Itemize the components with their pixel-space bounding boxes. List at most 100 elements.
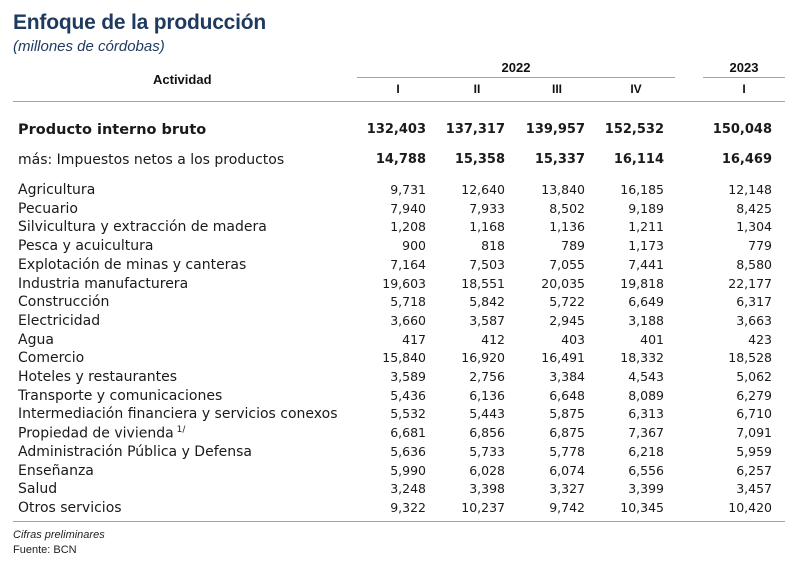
value-cell: 412 (481, 331, 505, 347)
value-cell: 2,945 (549, 312, 585, 328)
row-label-text: Transporte y comunicaciones (18, 387, 223, 404)
value-cell: 6,648 (549, 387, 585, 403)
value-cell: 7,933 (469, 200, 505, 216)
value-cell: 3,660 (390, 312, 426, 328)
value-cell: 16,469 (721, 152, 772, 167)
value-cell: 1,208 (390, 219, 426, 235)
row-label-text: Agricultura (18, 182, 96, 198)
value-cell: 6,856 (469, 425, 505, 441)
row-label-text: Intermediación financiera y servicios co… (18, 406, 338, 423)
value-cell: 5,636 (390, 443, 426, 459)
row-label-text: Industria manufacturera (18, 275, 189, 292)
value-cell: 9,742 (549, 499, 585, 515)
value-cell: 18,528 (728, 350, 772, 366)
table-row: Propiedad de vivienda 1/6,681 6,856 6,875 7,… (0, 425, 802, 444)
value-cell: 6,218 (628, 443, 664, 459)
year-header-2023: 2023 (729, 60, 759, 75)
value-cell: 4,543 (628, 369, 664, 384)
table-row: Comercio 15,840 16,920 16,491 18,332 18,528 (0, 350, 802, 369)
row-label: Producto interno bruto (18, 122, 206, 138)
quarter-header: II (473, 82, 481, 96)
row-label: Otros servicios (18, 500, 122, 516)
value-cell: 3,589 (390, 369, 426, 384)
footer-source: Fuente: BCN (13, 544, 77, 556)
value-cell: 779 (748, 238, 772, 254)
table-row: Enseñanza 5,990 6,028 6,074 6,556 6,257 (0, 463, 802, 482)
row-label-text: Construcción (18, 294, 110, 311)
row-label-text: Producto interno bruto (18, 122, 207, 138)
row-label-text: Comercio (18, 350, 85, 367)
row-label-text: Otros servicios (18, 499, 122, 516)
row-label: Administración Pública y Defensa (18, 444, 252, 460)
value-cell: 3,399 (628, 481, 664, 497)
value-cell: 5,443 (469, 406, 505, 422)
value-cell: 7,503 (469, 256, 505, 272)
row-label-text: Administración Pública y Defensa (18, 443, 252, 460)
value-cell: 5,718 (390, 294, 426, 310)
row-label-text: Salud (18, 481, 58, 498)
row-label: Industria manufacturera (18, 276, 188, 292)
value-cell: 1,173 (628, 238, 664, 254)
footnote-marker: 1/ (176, 425, 186, 436)
value-cell: 16,114 (613, 152, 664, 167)
value-cell: 6,028 (469, 462, 505, 478)
value-cell: 12,148 (728, 182, 772, 197)
value-cell: 423 (748, 331, 772, 347)
value-cell: 6,257 (736, 462, 772, 478)
table-row: Electricidad 3,660 3,587 2,945 3,188 3,663 (0, 313, 802, 332)
value-cell: 7,091 (736, 425, 772, 441)
value-cell: 7,367 (628, 425, 664, 441)
value-cell: 6,556 (628, 462, 664, 478)
value-cell: 3,398 (469, 481, 505, 497)
row-label-text: Agua (18, 331, 54, 348)
row-label: Explotación de minas y canteras (18, 257, 246, 273)
value-cell: 5,778 (549, 443, 585, 459)
row-label: Hoteles y restaurantes (18, 369, 177, 385)
value-cell: 6,875 (549, 425, 585, 441)
value-cell: 6,313 (628, 406, 664, 422)
value-cell: 9,189 (628, 200, 664, 216)
value-cell: 18,332 (620, 350, 664, 366)
table-bottom-rule (13, 521, 785, 522)
table-row: más: Impuestos netos a los productos 14,7… (0, 152, 802, 171)
value-cell: 3,587 (469, 312, 505, 328)
value-cell: 403 (561, 331, 585, 347)
value-cell: 132,403 (366, 122, 426, 137)
table-row: Transporte y comunicaciones 5,436 6,136 6,6… (0, 388, 802, 407)
row-label: Electricidad (18, 313, 100, 329)
row-label: Pecuario (18, 201, 78, 217)
value-cell: 10,345 (620, 499, 664, 515)
value-cell: 8,580 (736, 256, 772, 272)
table-row: Intermediación financiera y servicios co… (0, 406, 802, 425)
value-cell: 3,188 (628, 312, 664, 328)
quarter-header: I (396, 82, 400, 96)
value-cell: 5,532 (390, 406, 426, 422)
table-row: Silvicultura y extracción de madera 1,208… (0, 219, 802, 238)
value-cell: 8,425 (736, 200, 772, 216)
row-label-text: Pesca y acuicultura (18, 238, 154, 255)
page-title: Enfoque de la producción (13, 11, 267, 34)
row-label: Silvicultura y extracción de madera (18, 219, 267, 235)
activity-column-header: Actividad (153, 72, 212, 87)
table-row: Agricultura 9,731 12,640 13,840 16,185 12,148 (0, 182, 802, 201)
value-cell: 900 (402, 238, 426, 254)
row-label: Transporte y comunicaciones (18, 388, 222, 404)
value-cell: 3,384 (549, 369, 585, 384)
row-label: Agricultura (18, 182, 95, 198)
value-cell: 6,074 (549, 462, 585, 478)
value-cell: 16,491 (541, 350, 585, 366)
table-row: Otros servicios 9,322 10,237 9,742 10,345 10,… (0, 500, 802, 519)
value-cell: 6,649 (628, 294, 664, 310)
value-cell: 6,136 (469, 387, 505, 403)
value-cell: 15,358 (454, 152, 505, 167)
value-cell: 19,603 (382, 275, 426, 291)
footer-note: Cifras preliminares (13, 529, 105, 541)
value-cell: 15,337 (534, 152, 585, 167)
quarter-header: III (551, 82, 562, 96)
year-header-2022: 2022 (501, 60, 531, 75)
value-cell: 9,731 (390, 182, 426, 197)
value-cell: 10,420 (728, 499, 772, 515)
value-cell: 3,663 (736, 312, 772, 328)
row-label: Pesca y acuicultura (18, 238, 154, 254)
quarter-header: I (742, 82, 746, 96)
